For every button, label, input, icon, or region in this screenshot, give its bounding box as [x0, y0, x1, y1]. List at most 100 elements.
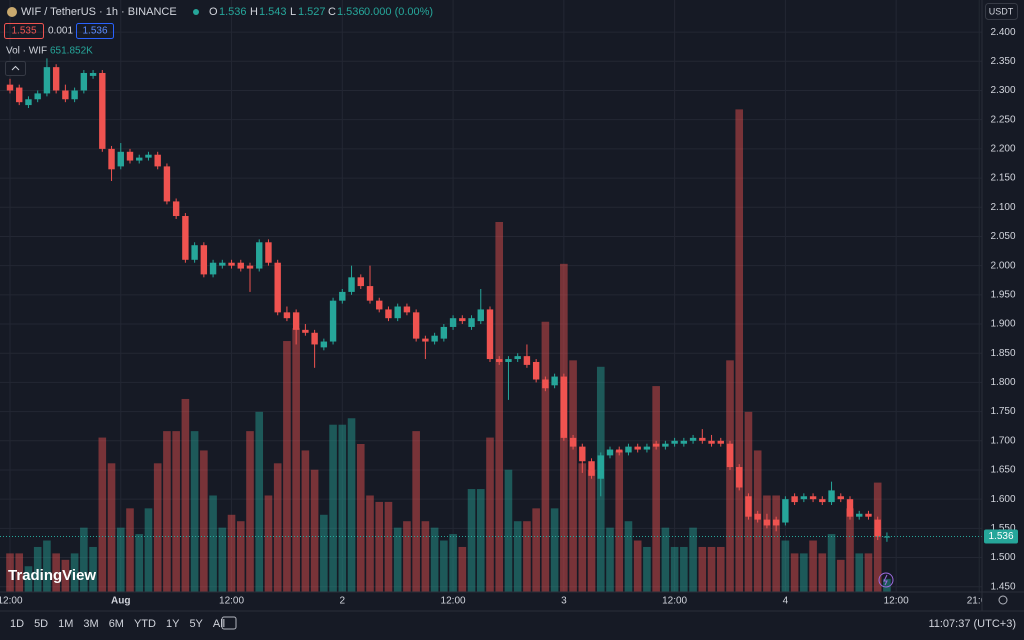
- volume-bar: [809, 540, 817, 592]
- volume-bar: [698, 546, 707, 592]
- candle-body: [431, 335, 438, 342]
- range-button[interactable]: 3M: [83, 618, 98, 630]
- candle-body: [865, 513, 872, 517]
- volume-bar: [70, 553, 79, 592]
- bid: 1.535: [11, 26, 36, 37]
- volume-bar: [144, 508, 153, 592]
- volume-bar: [107, 463, 116, 592]
- toolbar: [0, 611, 1024, 640]
- candle-body: [182, 216, 189, 260]
- volume-bar: [356, 444, 365, 592]
- goto-date-button[interactable]: [221, 616, 237, 630]
- volume-bar: [541, 321, 550, 592]
- settings-button[interactable]: [998, 595, 1008, 605]
- volume-bar: [523, 521, 531, 592]
- candle-body: [265, 242, 272, 263]
- last-price-label: 1.536: [988, 531, 1013, 542]
- volume-bar: [643, 546, 651, 592]
- candle-body: [108, 148, 115, 170]
- volume-bar: [532, 508, 540, 592]
- volume-bar: [33, 546, 42, 592]
- ohlc-value: 1.543: [259, 6, 287, 18]
- candle-body: [329, 300, 337, 342]
- range-button[interactable]: 1M: [58, 618, 73, 630]
- candle-body: [292, 312, 300, 330]
- logo[interactable]: TradingView: [8, 567, 96, 584]
- y-tick-label: 2.250: [990, 114, 1015, 125]
- ask: 1.536: [82, 26, 107, 37]
- volume-bar: [458, 546, 467, 592]
- candle-body: [311, 332, 318, 345]
- candle-body: [597, 455, 604, 479]
- ask-button[interactable]: [76, 23, 114, 39]
- candle-body: [468, 318, 475, 327]
- candle-body: [551, 376, 558, 386]
- volume-bar: [52, 553, 60, 592]
- candle-body: [772, 519, 780, 526]
- volume-bar: [430, 527, 439, 592]
- volume-bar: [403, 521, 411, 592]
- volume-bar: [504, 469, 513, 592]
- range-button[interactable]: 1Y: [166, 618, 180, 630]
- ohlc-label: L: [290, 6, 296, 18]
- candle-body: [625, 446, 632, 453]
- symbol-title[interactable]: WIF / TetherUS · 1h · BINANCE: [21, 6, 177, 18]
- candle-body: [837, 496, 844, 500]
- range-button[interactable]: YTD: [134, 618, 156, 630]
- volume-bar: [264, 495, 273, 592]
- candle-body: [791, 496, 798, 503]
- volume-bar: [153, 463, 162, 592]
- volume-bar: [283, 341, 291, 592]
- candle-body: [745, 496, 752, 517]
- y-tick-label: 1.800: [990, 377, 1015, 388]
- y-tick-label: 2.200: [990, 144, 1015, 155]
- volume-bar: [763, 495, 771, 592]
- volume-bar: [366, 495, 374, 592]
- volume-bar: [89, 546, 97, 592]
- currency-button[interactable]: [985, 3, 1018, 20]
- volume-bar: [421, 521, 430, 592]
- y-tick-label: 1.650: [990, 465, 1015, 476]
- caret-icon: [11, 65, 20, 71]
- volume-bar: [227, 514, 236, 592]
- volume-bar: [467, 489, 476, 592]
- candle-body: [523, 356, 531, 365]
- candle-body: [856, 513, 863, 517]
- range-button[interactable]: 5Y: [189, 618, 203, 630]
- volume-bar: [255, 411, 264, 592]
- candle-body: [256, 242, 263, 269]
- candle-body: [348, 277, 355, 292]
- range-button[interactable]: All: [213, 618, 225, 630]
- volume-bar: [449, 534, 457, 592]
- collapse-button[interactable]: [5, 61, 26, 76]
- candle-body: [80, 72, 88, 91]
- ohlc-value: 1.527: [298, 6, 326, 18]
- candle-body: [560, 376, 568, 438]
- y-tick-label: 1.850: [990, 348, 1015, 359]
- volume-bar: [440, 540, 448, 592]
- candle-body: [800, 496, 808, 500]
- y-tick-label: 1.600: [990, 494, 1015, 505]
- candle-body: [394, 306, 401, 319]
- volume-bar: [486, 437, 494, 592]
- range-button[interactable]: 1D: [10, 618, 24, 630]
- volume-bar: [329, 424, 337, 592]
- candle-body: [514, 356, 521, 360]
- y-tick-label: 1.450: [990, 581, 1015, 592]
- candle-body: [339, 291, 346, 301]
- volume-bar: [550, 508, 559, 592]
- range-button[interactable]: 6M: [109, 618, 124, 630]
- axes: 2.400 2.350 2.300 2.250 2.200 2.150 2.100 2.050…: [984, 27, 1018, 592]
- candle-body: [34, 93, 41, 100]
- candle-body: [366, 286, 374, 301]
- y-tick-label: 1.900: [990, 319, 1015, 330]
- lightning-button[interactable]: [878, 572, 894, 588]
- volume-bar: [347, 418, 356, 592]
- volume-bar: [670, 546, 679, 592]
- y-tick-label: 2.050: [990, 231, 1015, 242]
- volume-bar: [855, 553, 864, 592]
- candle-body: [505, 359, 512, 362]
- volume-bar: [569, 360, 577, 592]
- bid-button[interactable]: [4, 23, 44, 39]
- range-button[interactable]: 5D: [34, 618, 48, 630]
